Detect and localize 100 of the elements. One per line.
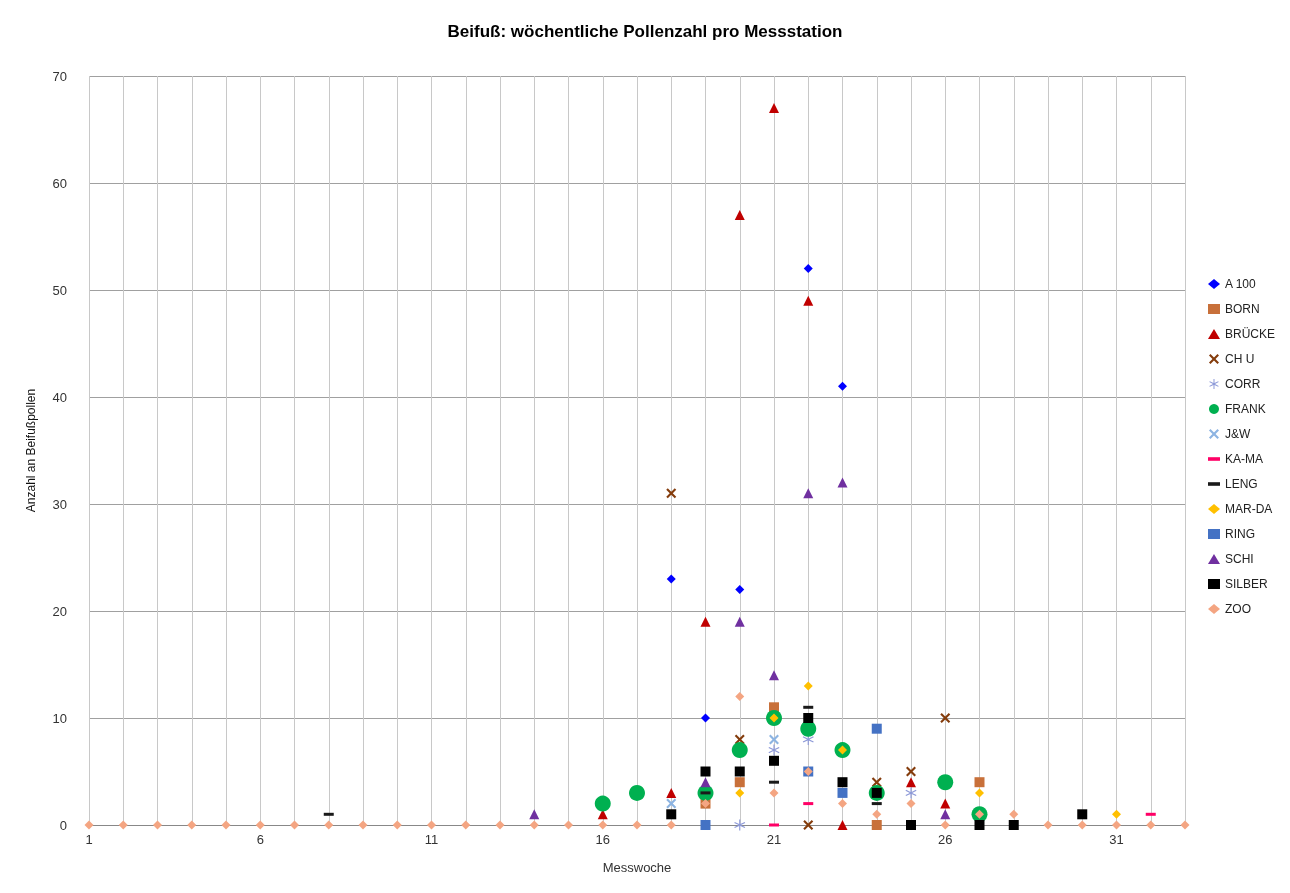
legend-label: SCHI (1224, 552, 1254, 566)
legend-label: LENG (1224, 477, 1258, 491)
point (975, 788, 984, 798)
point (700, 766, 711, 777)
point (906, 777, 916, 788)
point (974, 777, 985, 788)
point (734, 210, 745, 221)
point (734, 819, 746, 831)
point (906, 766, 916, 777)
point (937, 774, 954, 791)
y-tick-label: 50 (52, 282, 67, 298)
x-tick-label: 31 (1109, 832, 1124, 847)
point (871, 820, 882, 830)
point (1009, 809, 1019, 819)
point (1043, 820, 1053, 830)
point (800, 720, 817, 737)
point (735, 788, 745, 798)
legend-label: A 100 (1224, 277, 1257, 291)
point (906, 799, 916, 809)
point (731, 742, 748, 759)
point (803, 681, 813, 691)
point (769, 734, 779, 745)
point (629, 784, 645, 801)
point (803, 488, 814, 499)
point (769, 103, 779, 114)
point (974, 820, 985, 830)
y-axis-title: Anzahl an Beifußpollen (24, 388, 38, 513)
point (666, 574, 676, 584)
point (84, 820, 94, 830)
point (598, 820, 608, 830)
legend-label: J&W (1224, 427, 1251, 441)
x-tick-label: 21 (766, 832, 782, 847)
point (769, 755, 779, 766)
point (1112, 809, 1121, 819)
point (1008, 820, 1019, 830)
legend-label: FRANK (1224, 402, 1266, 416)
point (803, 295, 814, 306)
point (700, 820, 711, 830)
x-tick-label: 11 (424, 832, 439, 847)
legend-label: CH U (1224, 352, 1255, 366)
y-tick-label: 30 (52, 496, 67, 512)
point (769, 788, 779, 798)
point (837, 777, 848, 788)
point (940, 798, 951, 809)
point (255, 820, 265, 830)
point (734, 766, 745, 777)
x-axis-title: Messwoche (602, 860, 672, 875)
point (427, 820, 436, 830)
point (735, 585, 745, 595)
point (1112, 820, 1121, 830)
y-tick-label: 20 (52, 603, 67, 619)
point (324, 820, 334, 830)
point (594, 795, 611, 812)
point (701, 713, 710, 723)
x-tick-label: 16 (595, 832, 610, 847)
y-tick-label: 60 (52, 175, 67, 191)
legend-label: KA-MA (1224, 452, 1264, 466)
point (1077, 820, 1087, 830)
point (495, 820, 505, 830)
point (871, 777, 882, 788)
legend-label: RING (1224, 527, 1255, 541)
point (1180, 820, 1190, 830)
point (666, 809, 677, 820)
point (837, 787, 848, 798)
legend-label: BORN (1224, 302, 1260, 316)
point (187, 820, 197, 830)
legend-label: BRÜCKE (1224, 327, 1276, 341)
point (358, 820, 368, 830)
point (564, 820, 573, 830)
y-tick-label: 40 (52, 389, 67, 405)
point (529, 809, 540, 820)
point (666, 798, 677, 809)
point (700, 616, 711, 627)
point (872, 809, 882, 819)
point (221, 820, 231, 830)
point (838, 381, 847, 391)
point (735, 692, 745, 702)
x-tick-label: 6 (256, 832, 264, 847)
point (940, 713, 951, 723)
point (529, 820, 539, 830)
x-tick-label: 1 (85, 832, 93, 847)
point (769, 670, 779, 681)
point (768, 744, 780, 756)
chart-title: Beifuß: wöchentliche Pollenzahl pro Messstation (447, 22, 843, 41)
point (734, 777, 745, 788)
y-tick-label: 70 (52, 68, 67, 84)
point (871, 723, 882, 734)
point (838, 799, 847, 809)
point (837, 477, 848, 488)
point (392, 820, 402, 830)
legend-label: SILBER (1224, 577, 1269, 591)
point (700, 777, 711, 788)
point (905, 787, 917, 799)
point (837, 820, 848, 830)
point (1077, 809, 1088, 820)
point (803, 713, 814, 723)
point (734, 616, 745, 627)
legend-label: ZOO (1224, 602, 1251, 616)
y-tick-label: 10 (52, 710, 67, 726)
point (153, 820, 162, 830)
